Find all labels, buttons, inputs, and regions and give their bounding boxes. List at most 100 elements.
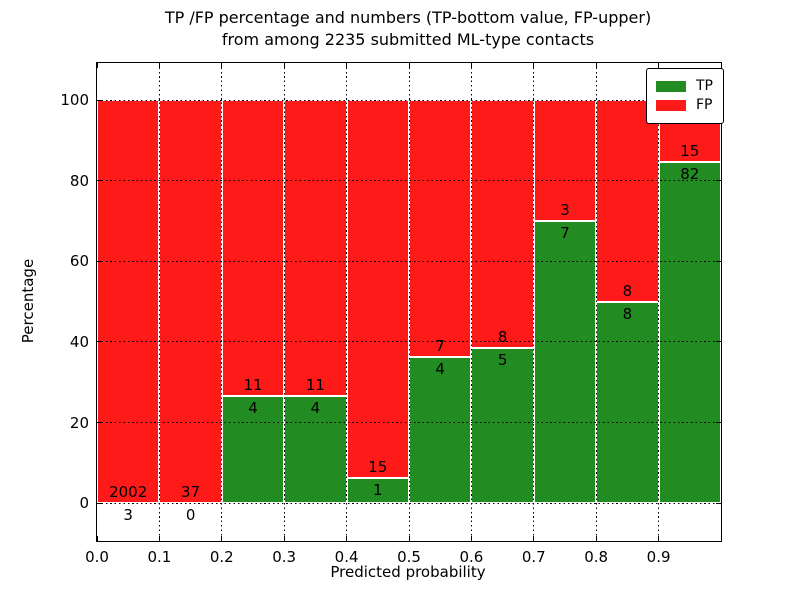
gridline-horizontal [97, 422, 721, 423]
x-tick-top [283, 63, 285, 68]
x-axis-label: Predicted probability [330, 563, 486, 581]
bar-tp-segment [471, 348, 534, 504]
gridline-vertical [658, 63, 660, 541]
y-tick-left [97, 502, 102, 504]
x-tick-bottom [283, 536, 285, 541]
y-tick-left [97, 422, 102, 423]
y-tick-right [716, 422, 721, 423]
x-tick-bottom [96, 536, 98, 541]
x-tick-top [470, 63, 472, 68]
tp-count-label: 3 [123, 505, 133, 524]
x-tick-label: 0.4 [334, 548, 359, 566]
x-tick-label: 0.3 [272, 548, 297, 566]
x-tick-bottom [658, 536, 660, 541]
x-tick-top [533, 63, 535, 68]
fp-count-label: 2002 [109, 482, 148, 501]
y-axis-label: Percentage [19, 258, 37, 344]
plot-area: TP FP 2002 3 37 0 11 4 11 4 15 1 7 4 8 5 3 7 8 8 15 82 0.0 0.… [60, 62, 724, 566]
fp-count-label: 15 [368, 457, 388, 476]
y-tick-left [97, 341, 102, 343]
bar-fp-segment [409, 100, 472, 357]
x-tick-label: 0.0 [85, 548, 109, 566]
gridline-vertical [283, 63, 285, 541]
y-tick-right [716, 502, 721, 504]
bar-tp-segment [346, 477, 409, 504]
x-tick-bottom [470, 536, 472, 541]
tp-count-label: 5 [497, 351, 508, 370]
x-tick-top [96, 63, 98, 68]
x-tick-label: 0.8 [584, 548, 609, 566]
x-tick-bottom [533, 536, 535, 541]
tp-count-label: 82 [680, 165, 700, 184]
x-tick-bottom [221, 536, 223, 541]
x-tick-top [595, 63, 597, 68]
x-tick-label: 0.5 [397, 548, 421, 566]
x-tick-label: 0.2 [209, 548, 234, 566]
bar-fp-segment [596, 100, 659, 302]
legend-swatch-fp [656, 99, 686, 111]
x-tick-label: 0.1 [147, 548, 172, 566]
gridline-horizontal [97, 180, 721, 182]
x-tick-label: 0.9 [646, 548, 671, 566]
tp-count-label: 1 [373, 480, 383, 499]
bar-tp-segment [284, 395, 347, 504]
legend-label-fp: FP [696, 97, 713, 113]
y-tick-label: 20 [69, 413, 89, 432]
gridline-vertical [221, 63, 223, 541]
tp-count-label: 4 [310, 398, 321, 417]
fp-count-label: 11 [305, 375, 325, 394]
y-tick-right [716, 180, 721, 182]
legend-label-tp: TP [696, 78, 713, 94]
bar-fp-segment [533, 100, 597, 221]
x-tick-top [221, 63, 223, 68]
bar-fp-segment [471, 100, 534, 349]
x-tick-top [658, 63, 660, 68]
legend-item-fp: FP [656, 97, 713, 113]
bar-tp-segment [409, 356, 472, 504]
fp-count-label: 3 [560, 200, 570, 219]
gridline-vertical [158, 63, 160, 541]
fp-count-label: 37 [181, 483, 201, 502]
chart-title-line1: TP /FP percentage and numbers (TP-bottom… [164, 8, 652, 27]
bar-fp-segment [159, 100, 222, 504]
gridline-vertical [346, 63, 348, 541]
gridline-horizontal [97, 99, 721, 101]
gridline-vertical [470, 63, 472, 541]
y-tick-label: 0 [79, 494, 89, 513]
x-tick-top [346, 63, 348, 68]
y-tick-right [716, 341, 721, 343]
fp-count-label: 8 [497, 328, 508, 347]
y-tick-right [716, 260, 721, 262]
tp-count-label: 4 [248, 398, 258, 417]
gridline-horizontal [97, 502, 721, 504]
gridline-vertical [595, 63, 597, 541]
chart-title-line2: from among 2235 submitted ML-type contac… [221, 30, 595, 49]
gridline-horizontal [97, 341, 721, 343]
bar-tp-segment [596, 301, 659, 504]
x-tick-label: 0.6 [459, 548, 484, 566]
legend-item-tp: TP [656, 78, 713, 94]
x-tick-label: 0.7 [521, 548, 546, 566]
fp-count-label: 8 [622, 281, 633, 300]
y-tick-left [97, 260, 102, 262]
fp-count-label: 7 [435, 336, 445, 355]
x-tick-bottom [346, 536, 348, 541]
bar-fp-segment [97, 100, 160, 503]
bar-tp-segment [533, 220, 597, 504]
y-tick-left [97, 180, 102, 182]
tp-count-label: 4 [435, 359, 445, 378]
x-tick-bottom [595, 536, 597, 541]
bar-fp-segment [284, 100, 347, 396]
x-tick-top [158, 63, 160, 68]
y-tick-label: 40 [69, 332, 89, 351]
y-tick-label: 80 [69, 171, 89, 190]
bar-tp-segment [658, 162, 721, 504]
gridline-horizontal [97, 260, 721, 262]
fp-count-label: 11 [243, 375, 263, 394]
gridline-vertical [533, 63, 535, 541]
x-tick-top [408, 63, 410, 68]
x-tick-bottom [408, 536, 410, 541]
tp-count-label: 7 [560, 223, 570, 242]
gridline-vertical [408, 63, 410, 541]
